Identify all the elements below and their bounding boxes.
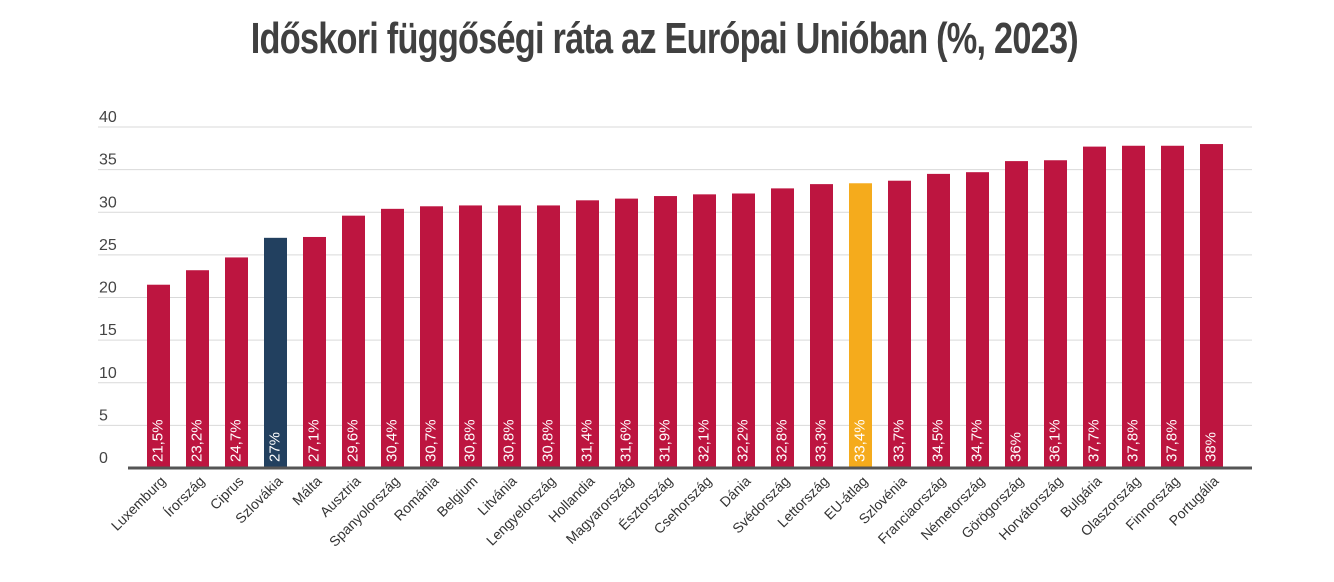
bar: [927, 173, 950, 468]
data-label: 38%: [1202, 432, 1219, 462]
bar: [342, 215, 365, 468]
y-tick-label: 0: [99, 450, 108, 467]
y-axis-ticks: 0 5 10 15 20 25 30 35 40: [99, 109, 117, 467]
data-label: 32,2%: [734, 419, 751, 462]
bar: [771, 188, 794, 468]
bars: [147, 144, 1223, 469]
data-label: 31,6%: [617, 419, 634, 462]
data-label: 30,4%: [383, 419, 400, 462]
bar: [966, 172, 989, 468]
bar: [498, 205, 521, 468]
data-label: 30,8%: [539, 419, 556, 462]
y-tick-label: 35: [99, 152, 117, 169]
bar: [459, 205, 482, 468]
bar: [1005, 161, 1028, 468]
y-tick-label: 25: [99, 237, 117, 254]
x-tick-label: Dánia: [716, 473, 753, 510]
bar: [264, 237, 287, 468]
x-tick-label: Franciaország: [875, 473, 949, 547]
data-label: 31,9%: [656, 419, 673, 462]
data-labels: 21,5% 23,2% 24,7% 27% 27,1% 29,6% 30,4% 30,7% 30…: [149, 419, 1219, 462]
y-tick-label: 20: [99, 280, 117, 297]
bar: [1044, 160, 1067, 468]
bar: [381, 208, 404, 468]
x-tick-label: Luxemburg: [108, 473, 169, 534]
data-label: 30,8%: [461, 419, 478, 462]
bar: [693, 194, 716, 468]
data-label: 36%: [1007, 432, 1024, 462]
bar: [225, 257, 248, 468]
data-label: 37,8%: [1163, 419, 1180, 462]
y-tick-label: 5: [99, 407, 108, 424]
bar: [186, 270, 209, 468]
data-label: 31,4%: [578, 419, 595, 462]
bar: [147, 284, 170, 468]
bar: [615, 198, 638, 469]
data-label: 27%: [266, 432, 283, 462]
bar: [420, 206, 443, 468]
bar: [303, 236, 326, 468]
data-label: 33,4%: [851, 419, 868, 462]
x-tick-label: Málta: [289, 473, 325, 509]
data-label: 34,7%: [968, 419, 985, 462]
y-tick-label: 10: [99, 365, 117, 382]
bar: [1083, 146, 1106, 469]
bar: [732, 193, 755, 468]
data-label: 33,3%: [812, 419, 829, 462]
bar: [1200, 144, 1223, 469]
bar: [1122, 145, 1145, 468]
data-label: 33,7%: [890, 419, 907, 462]
x-tick-label: Írország: [161, 473, 208, 520]
x-tick-label: Belgium: [434, 473, 481, 520]
bar: [537, 205, 560, 468]
data-label: 24,7%: [227, 419, 244, 462]
data-label: 30,8%: [500, 419, 517, 462]
bar: [849, 183, 872, 468]
y-tick-label: 40: [99, 109, 117, 126]
bar: [576, 200, 599, 468]
data-label: 27,1%: [305, 419, 322, 462]
bar: [888, 180, 911, 468]
data-label: 36,1%: [1046, 419, 1063, 462]
data-label: 21,5%: [149, 419, 166, 462]
data-label: 23,2%: [188, 419, 205, 462]
data-label: 37,7%: [1085, 419, 1102, 462]
x-tick-label: Magyarország: [563, 473, 637, 547]
data-label: 32,1%: [695, 419, 712, 462]
bar: [1161, 145, 1184, 468]
data-label: 37,8%: [1124, 419, 1141, 462]
y-tick-label: 15: [99, 322, 117, 339]
data-label: 32,8%: [773, 419, 790, 462]
data-label: 34,5%: [929, 419, 946, 462]
data-label: 30,7%: [422, 419, 439, 462]
data-label: 29,6%: [344, 419, 361, 462]
chart-title: Időskori függőségi ráta az Európai Uniób…: [250, 14, 1079, 63]
bar: [654, 196, 677, 469]
bar: [810, 184, 833, 468]
y-tick-label: 30: [99, 194, 117, 211]
